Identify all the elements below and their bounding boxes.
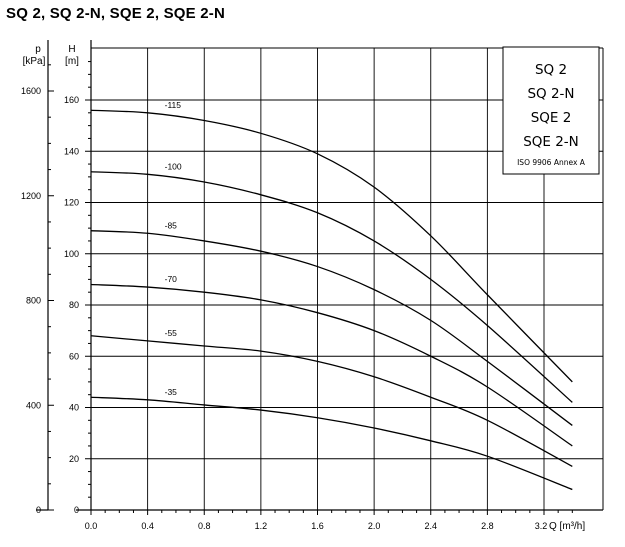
curve-minus70 — [90, 283, 573, 447]
y-tick-label: 40 — [69, 403, 79, 413]
legend-entry: SQ 2-N — [527, 86, 574, 102]
curve-label: -85 — [165, 220, 178, 230]
x-tick-label: 1.6 — [311, 521, 324, 531]
y-tick-label: 120 — [64, 198, 79, 208]
axes — [36, 40, 603, 515]
y2-axis-label-top: p — [35, 44, 41, 55]
legend-entry: SQ 2 — [535, 62, 567, 78]
legend-entry: SQE 2 — [531, 110, 572, 126]
y-tick-label: 20 — [69, 454, 79, 464]
x-tick-label: 3.2 — [535, 521, 548, 531]
y-tick-label: 0 — [74, 505, 79, 515]
curve-label: -35 — [165, 387, 178, 397]
curve-minus115 — [90, 109, 573, 383]
y-axis-label-unit: [m] — [65, 56, 79, 67]
curve-minus55 — [90, 335, 573, 468]
page-title: SQ 2, SQ 2-N, SQE 2, SQE 2-N — [6, 5, 225, 22]
y-tick-label: 140 — [64, 146, 79, 156]
curve-label: -115 — [165, 100, 182, 110]
legend-note: ISO 9906 Annex A — [517, 158, 586, 167]
y2-tick-labels: 0 400 800 1200 1600 — [21, 86, 41, 515]
legend-box: SQ 2 SQ 2-N SQE 2 SQE 2-N ISO 9906 Annex… — [502, 46, 600, 175]
legend-entry: SQE 2-N — [523, 134, 579, 150]
y-tick-label: 80 — [69, 300, 79, 310]
x-tick-label: 2.4 — [424, 521, 437, 531]
y2-tick-label: 1200 — [21, 191, 41, 201]
y-tick-label: 60 — [69, 351, 79, 361]
y-tick-labels: 0 20 40 60 80 100 120 140 160 — [64, 95, 79, 515]
x-tick-label: 0.8 — [198, 521, 211, 531]
performance-curves — [90, 109, 573, 491]
y2-axis-label-unit: [kPa] — [23, 56, 46, 67]
y2-tick-label: 400 — [26, 400, 41, 410]
x-tick-label: 0.0 — [85, 521, 98, 531]
x-axis-label: Q [m³/h] — [549, 521, 585, 532]
x-tick-label: 2.8 — [481, 521, 494, 531]
curve-label: -100 — [165, 161, 182, 171]
curve-labels: -115 -100 -85 -70 -55 -35 — [165, 100, 182, 397]
x-tick-label: 1.2 — [255, 521, 268, 531]
y-tick-label: 160 — [64, 95, 79, 105]
x-tick-label: 2.0 — [368, 521, 381, 531]
y-tick-label: 100 — [64, 249, 79, 259]
x-tick-label: 0.4 — [141, 521, 154, 531]
y2-tick-label: 0 — [36, 505, 41, 515]
y2-tick-label: 800 — [26, 296, 41, 306]
y2-tick-label: 1600 — [21, 86, 41, 96]
curve-minus35 — [90, 396, 573, 491]
curve-label: -55 — [165, 328, 178, 338]
curve-minus85 — [90, 230, 573, 426]
x-tick-labels: 0.0 0.4 0.8 1.2 1.6 2.0 2.4 2.8 3.2 — [85, 521, 548, 531]
curve-label: -70 — [165, 274, 178, 284]
y-axis-label-top: H — [68, 44, 75, 55]
curve-minus100 — [90, 171, 573, 403]
